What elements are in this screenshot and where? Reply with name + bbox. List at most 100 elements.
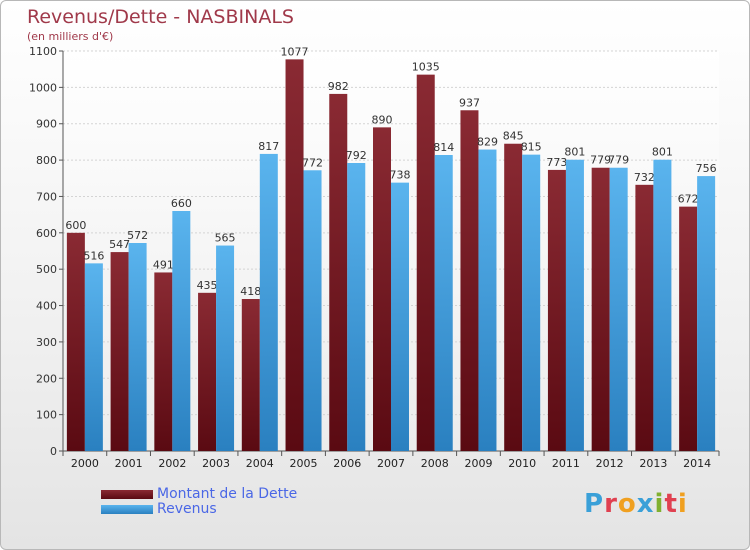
bar-revenus — [697, 176, 716, 451]
x-tick-label: 2011 — [552, 457, 580, 470]
y-tick-label: 700 — [36, 190, 57, 203]
y-tick-label: 100 — [36, 409, 57, 422]
data-label-revenus: 829 — [477, 136, 498, 149]
bar-dette — [547, 169, 566, 451]
logo-letter: i — [654, 489, 665, 519]
bar-dette — [110, 252, 129, 451]
x-tick-label: 2012 — [596, 457, 624, 470]
logo-letter: x — [636, 489, 655, 519]
data-label-dette: 937 — [459, 96, 480, 109]
chart-title: Revenus/Dette - NASBINALS — [27, 6, 294, 28]
data-label-revenus: 792 — [346, 149, 367, 162]
bar-revenus — [565, 159, 584, 451]
chart-subtitle: (en milliers d'€) — [27, 30, 114, 43]
bar-dette — [154, 272, 173, 451]
data-label-revenus: 779 — [608, 154, 629, 167]
logo-letter: t — [664, 489, 678, 519]
bar-dette — [241, 299, 260, 451]
y-tick-label: 200 — [36, 372, 57, 385]
legend-swatch-revenus — [101, 505, 153, 514]
y-tick-label: 1100 — [29, 45, 57, 58]
data-label-revenus: 756 — [696, 162, 717, 175]
bar-dette — [373, 127, 391, 451]
data-label-revenus: 660 — [171, 197, 192, 210]
bar-dette — [198, 292, 217, 451]
y-tick-label: 300 — [36, 336, 57, 349]
legend-swatch-dette — [101, 490, 153, 499]
x-tick-label: 2000 — [71, 457, 99, 470]
bar-dette — [329, 93, 348, 451]
y-tick-label: 900 — [36, 118, 57, 131]
data-label-revenus: 565 — [215, 232, 236, 245]
data-label-dette: 1035 — [412, 61, 440, 74]
data-label-revenus: 772 — [302, 156, 323, 169]
x-tick-label: 2003 — [202, 457, 230, 470]
proxiti-logo: Proxiti — [584, 489, 688, 519]
bar-dette — [504, 143, 523, 451]
data-label-dette: 600 — [65, 219, 86, 232]
bar-dette — [416, 74, 435, 452]
data-label-revenus: 572 — [127, 229, 148, 242]
data-label-revenus: 516 — [83, 249, 104, 262]
x-tick-label: 2006 — [333, 457, 361, 470]
logo-letter: P — [584, 489, 605, 519]
data-label-dette: 1077 — [281, 45, 309, 58]
x-tick-label: 2004 — [246, 457, 274, 470]
x-tick-label: 2002 — [158, 457, 186, 470]
x-tick-label: 2007 — [377, 457, 405, 470]
logo-letter: r — [604, 489, 618, 519]
bar-revenus — [303, 170, 322, 452]
logo-letter: i — [677, 489, 688, 519]
bar-revenus — [522, 154, 541, 452]
y-tick-label: 0 — [50, 445, 57, 458]
y-tick-label: 400 — [36, 300, 57, 313]
bar-revenus — [84, 263, 103, 451]
y-tick-label: 600 — [36, 227, 57, 240]
data-label-revenus: 817 — [258, 140, 279, 153]
data-label-revenus: 801 — [564, 146, 585, 159]
bar-dette — [460, 110, 479, 451]
data-label-dette: 547 — [109, 238, 130, 251]
data-label-dette: 890 — [372, 113, 393, 126]
bar-dette — [285, 59, 304, 451]
x-tick-label: 2005 — [290, 457, 318, 470]
y-tick-label: 1000 — [29, 81, 57, 94]
data-label-dette: 435 — [197, 279, 218, 292]
data-label-revenus: 738 — [390, 169, 411, 182]
x-tick-label: 2008 — [421, 457, 449, 470]
bar-dette — [679, 206, 698, 451]
data-label-dette: 418 — [240, 285, 261, 298]
bar-dette — [635, 184, 654, 451]
bar-revenus — [653, 159, 672, 451]
data-label-revenus: 814 — [433, 141, 454, 154]
data-label-dette: 732 — [634, 171, 655, 184]
bar-revenus — [478, 149, 497, 451]
data-label-revenus: 815 — [521, 141, 542, 154]
data-label-dette: 982 — [328, 80, 349, 93]
x-tick-label: 2013 — [639, 457, 667, 470]
bar-revenus — [172, 211, 191, 451]
x-tick-label: 2001 — [115, 457, 143, 470]
data-label-revenus: 801 — [652, 146, 673, 159]
y-tick-label: 800 — [36, 154, 57, 167]
logo-letter: o — [617, 489, 637, 519]
bar-revenus — [128, 243, 147, 451]
x-tick-label: 2014 — [683, 457, 711, 470]
x-tick-label: 2010 — [508, 457, 536, 470]
data-label-dette: 491 — [153, 258, 174, 271]
legend-label-dette: Montant de la Dette — [157, 486, 298, 502]
bar-dette — [591, 167, 610, 451]
bar-revenus — [391, 182, 409, 452]
x-tick-label: 2009 — [464, 457, 492, 470]
bar-dette — [66, 232, 85, 451]
data-label-dette: 845 — [503, 130, 524, 143]
data-label-dette: 779 — [590, 154, 611, 167]
bar-revenus — [347, 163, 366, 451]
data-label-dette: 773 — [546, 156, 567, 169]
bar-revenus — [609, 167, 628, 451]
bar-revenus — [259, 153, 278, 451]
bar-revenus — [216, 245, 235, 451]
bar-revenus — [434, 155, 453, 451]
